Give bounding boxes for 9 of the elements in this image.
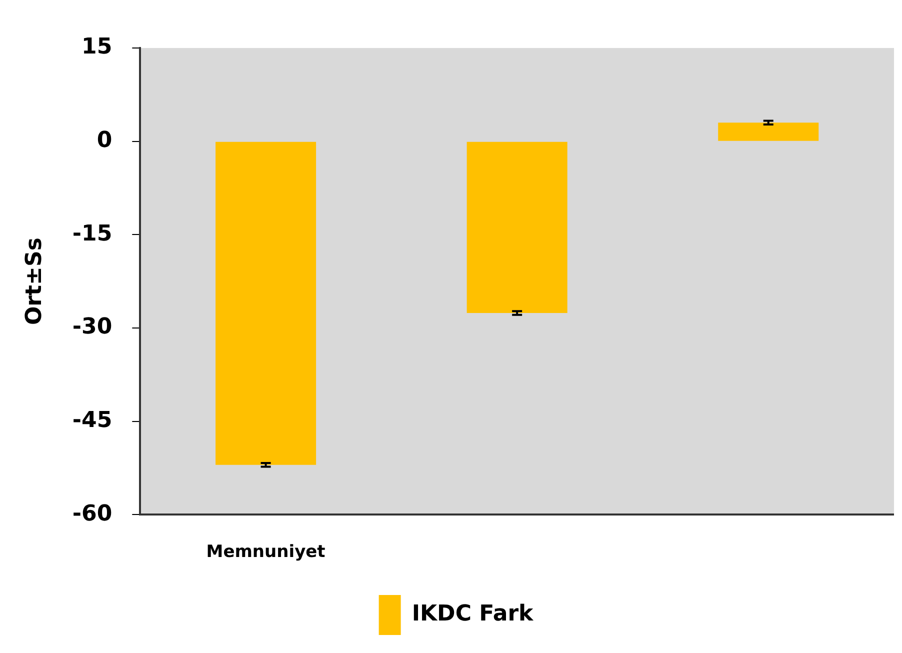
y-tick-label: -30 (72, 314, 112, 340)
y-tick-label: -45 (72, 408, 112, 433)
y-tick-label: -15 (72, 221, 112, 246)
y-tick-label: 0 (96, 128, 112, 154)
legend-label: IKDC Fark (412, 602, 535, 627)
y-tick-label: 15 (82, 34, 112, 60)
x-tick-label: Memnuniyet (206, 542, 326, 562)
y-tick-label: -60 (72, 501, 112, 526)
y-axis-title: Ort±Ss (22, 238, 47, 326)
